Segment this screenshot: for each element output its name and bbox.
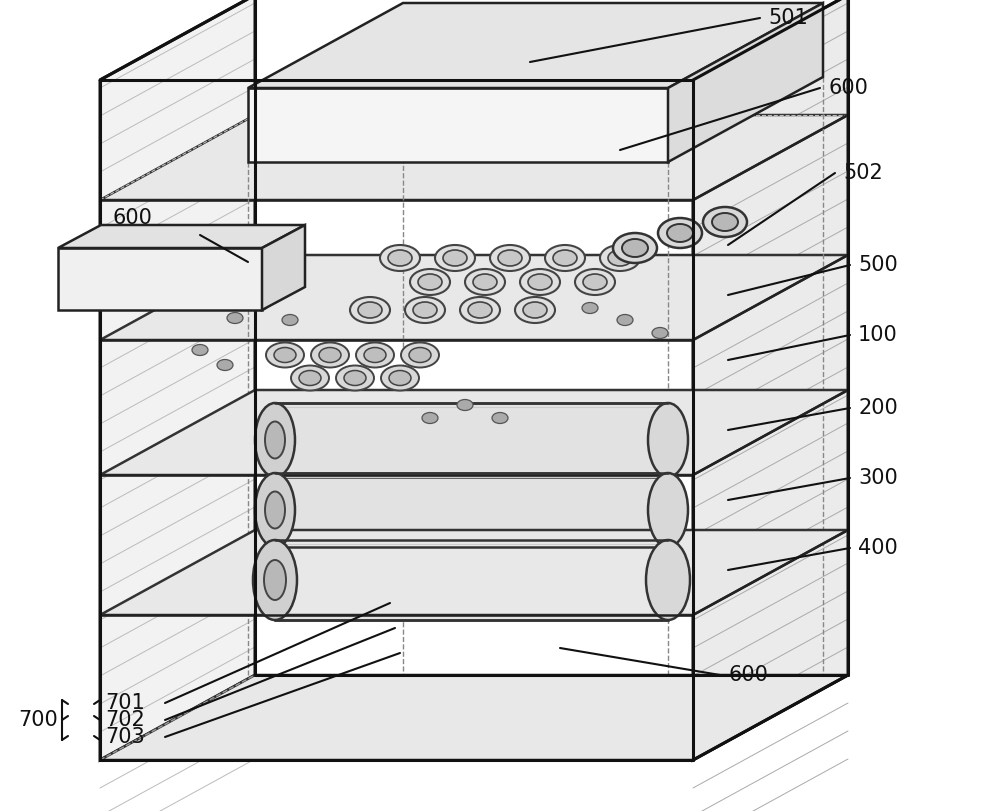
Text: 600: 600: [828, 78, 868, 98]
Ellipse shape: [460, 297, 500, 323]
Ellipse shape: [422, 413, 438, 423]
Text: 501: 501: [768, 8, 808, 28]
Ellipse shape: [299, 371, 321, 385]
Ellipse shape: [389, 371, 411, 385]
Ellipse shape: [528, 274, 552, 290]
Ellipse shape: [255, 403, 295, 477]
Ellipse shape: [465, 269, 505, 295]
Ellipse shape: [545, 245, 585, 271]
Ellipse shape: [401, 342, 439, 367]
Ellipse shape: [264, 560, 286, 600]
Polygon shape: [100, 675, 848, 760]
Ellipse shape: [575, 269, 615, 295]
Ellipse shape: [492, 413, 508, 423]
Ellipse shape: [388, 250, 412, 266]
Ellipse shape: [490, 245, 530, 271]
Ellipse shape: [648, 403, 688, 477]
Ellipse shape: [405, 297, 445, 323]
Ellipse shape: [291, 366, 329, 391]
Ellipse shape: [473, 274, 497, 290]
Text: 600: 600: [728, 665, 768, 685]
Ellipse shape: [413, 302, 437, 318]
Text: 502: 502: [843, 163, 883, 183]
Ellipse shape: [274, 347, 296, 363]
Ellipse shape: [613, 233, 657, 263]
Ellipse shape: [344, 371, 366, 385]
Ellipse shape: [356, 342, 394, 367]
Ellipse shape: [266, 342, 304, 367]
FancyBboxPatch shape: [275, 540, 668, 620]
Ellipse shape: [608, 250, 632, 266]
Ellipse shape: [553, 250, 577, 266]
Text: 300: 300: [858, 468, 898, 488]
Polygon shape: [693, 0, 848, 760]
Text: 400: 400: [858, 538, 898, 558]
Ellipse shape: [498, 250, 522, 266]
Ellipse shape: [622, 239, 648, 257]
Text: 200: 200: [858, 398, 898, 418]
Text: 703: 703: [105, 727, 145, 747]
Ellipse shape: [468, 302, 492, 318]
Polygon shape: [58, 248, 262, 310]
Ellipse shape: [617, 315, 633, 325]
FancyBboxPatch shape: [275, 473, 668, 547]
Ellipse shape: [582, 303, 598, 314]
Text: 702: 702: [105, 710, 145, 730]
Polygon shape: [248, 3, 823, 88]
Ellipse shape: [364, 347, 386, 363]
Ellipse shape: [282, 315, 298, 325]
Polygon shape: [100, 0, 255, 760]
Ellipse shape: [443, 250, 467, 266]
Ellipse shape: [515, 297, 555, 323]
Ellipse shape: [350, 297, 390, 323]
Ellipse shape: [658, 218, 702, 248]
Text: 701: 701: [105, 693, 145, 713]
Polygon shape: [100, 115, 848, 200]
Ellipse shape: [410, 269, 450, 295]
Ellipse shape: [520, 269, 560, 295]
Ellipse shape: [192, 345, 208, 355]
Ellipse shape: [381, 366, 419, 391]
FancyBboxPatch shape: [275, 403, 668, 477]
Ellipse shape: [648, 473, 688, 547]
Ellipse shape: [227, 312, 243, 324]
Ellipse shape: [217, 359, 233, 371]
Text: 700: 700: [18, 710, 58, 730]
Text: 600: 600: [112, 208, 152, 228]
Ellipse shape: [336, 366, 374, 391]
Ellipse shape: [583, 274, 607, 290]
Ellipse shape: [380, 245, 420, 271]
Ellipse shape: [652, 328, 668, 338]
Polygon shape: [248, 88, 668, 162]
Ellipse shape: [457, 400, 473, 410]
Polygon shape: [668, 3, 823, 162]
Ellipse shape: [418, 274, 442, 290]
Polygon shape: [100, 530, 848, 615]
Text: 100: 100: [858, 325, 898, 345]
Ellipse shape: [646, 540, 690, 620]
Ellipse shape: [358, 302, 382, 318]
Polygon shape: [262, 225, 305, 310]
Ellipse shape: [265, 422, 285, 458]
Polygon shape: [100, 390, 848, 475]
Ellipse shape: [409, 347, 431, 363]
Ellipse shape: [311, 342, 349, 367]
Ellipse shape: [703, 207, 747, 237]
Ellipse shape: [253, 540, 297, 620]
Polygon shape: [58, 225, 305, 248]
Ellipse shape: [435, 245, 475, 271]
Ellipse shape: [712, 213, 738, 231]
Polygon shape: [100, 255, 848, 340]
Ellipse shape: [667, 224, 693, 242]
Ellipse shape: [319, 347, 341, 363]
Ellipse shape: [255, 473, 295, 547]
Ellipse shape: [252, 299, 268, 311]
Ellipse shape: [523, 302, 547, 318]
Ellipse shape: [265, 491, 285, 529]
Text: 500: 500: [858, 255, 898, 275]
Ellipse shape: [600, 245, 640, 271]
